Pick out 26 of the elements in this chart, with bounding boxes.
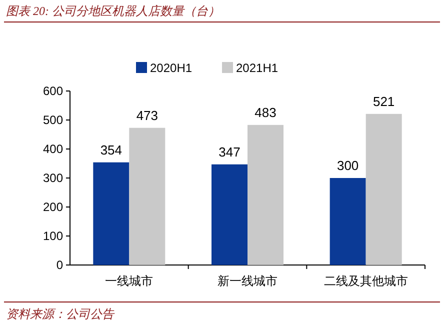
y-tick-label: 0 (56, 258, 64, 272)
y-tick-label: 500 (42, 113, 64, 127)
y-tick-label: 300 (42, 171, 64, 185)
data-label: 483 (254, 104, 276, 120)
data-label: 347 (218, 144, 240, 160)
bar (93, 162, 130, 265)
data-label: 473 (136, 108, 158, 123)
y-tick-label: 400 (42, 142, 64, 156)
bar (330, 178, 366, 265)
data-label: 354 (100, 142, 122, 158)
legend-label: 2020H1 (150, 61, 192, 75)
bar (212, 164, 248, 265)
x-tick-label: 新一线城市 (218, 274, 278, 288)
data-label: 300 (336, 158, 359, 173)
chart-title: 图表 20: 公司分地区机器人店数量（台） (6, 4, 220, 18)
bar (129, 128, 166, 265)
y-tick-label: 200 (42, 200, 64, 214)
legend-label: 2021H1 (236, 61, 278, 75)
text: 资料来源：公司公告 (6, 307, 115, 321)
bar (366, 114, 402, 265)
x-tick-label: 一线城市 (105, 274, 154, 288)
data-label: 521 (372, 94, 395, 109)
bar (248, 124, 284, 265)
x-tick-label: 二线及其他城市 (324, 274, 408, 288)
y-tick-label: 100 (42, 229, 64, 243)
y-tick-label: 600 (42, 84, 64, 98)
